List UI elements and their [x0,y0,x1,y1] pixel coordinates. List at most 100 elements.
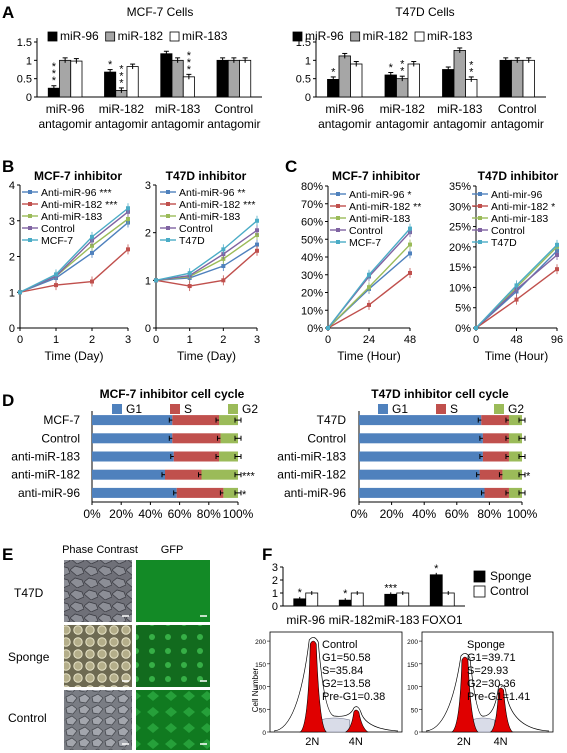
y-tick-label: 40% [301,252,323,264]
legend-label: G1 [126,402,142,416]
data-point [555,252,559,257]
legend-marker [478,204,482,208]
g1-peak [299,640,328,733]
x-tick-label: 3 [125,334,131,346]
category-label: MCF-7 [43,413,80,427]
x-tick-label: 3 [254,334,260,346]
x-tick-label: 40% [412,507,436,521]
legend-marker [478,192,482,196]
y-tick-label: 1 [9,287,15,299]
legend-label: Anti-mir-96 [491,189,543,201]
data-point [90,243,94,248]
y-axis-label: Cell Number [251,667,260,712]
significance-star: * [400,59,405,71]
legend-label: miR-182 [363,29,409,43]
bar [126,66,139,98]
bar-segment [92,487,177,498]
g2-peak [344,709,369,733]
y-tick-label: 2 [145,228,151,240]
bar-segment [219,415,238,426]
g2-peak [489,687,514,733]
bar-segment [165,469,202,480]
legend-swatch [436,404,446,414]
bar-segment [359,487,485,498]
x-category-label: miR-183 [374,613,420,627]
legend-marker [166,238,170,242]
data-point [90,234,94,239]
data-point [255,228,259,233]
bar-segment [172,433,221,444]
data-point [367,272,371,277]
bar [327,79,340,98]
legend-marker [28,226,32,230]
category-label: anti-miR-182 [277,468,346,482]
x-category-label: FOXO1 [422,613,463,627]
bar [239,59,252,98]
y-tick-label: 80% [301,181,323,193]
significance-star: * [187,64,192,76]
significance-star: * [526,471,531,483]
significance-star: * [469,66,474,78]
y-tick-label: 1 [272,588,278,600]
data-point [126,206,130,211]
bar [171,59,184,98]
category-label: anti-miR-183 [11,450,80,464]
data-point [126,216,130,221]
series-line [155,229,258,282]
data-point [255,218,259,223]
y-tick-label: 200 [407,639,418,646]
panel-letter-e: E [2,545,13,564]
data-point [187,284,192,289]
y-tick-label: 100 [407,685,418,692]
bar [407,63,420,98]
significance-star: *** [384,582,398,594]
legend-label: Control [41,223,75,235]
bar-segment [92,415,173,426]
y-tick-label: 1.5 [17,37,32,49]
micrograph-t47d-gfp [136,560,210,622]
data-point [126,247,130,252]
x-category-label: Control [215,102,254,116]
histogram-trace [273,637,399,732]
legend-label: Anti-mir-183 [491,213,548,225]
y-tick-label: 200 [255,639,266,646]
legend-marker [28,202,32,206]
legend-label: Anti-mir-182 * [491,201,555,213]
x-category-label: miR-182 [99,102,145,116]
significance-star: * [298,587,303,599]
y-tick-label: 2 [9,252,15,264]
x-tick-label: 96 [551,334,563,346]
data-point [408,226,412,231]
legend-label: miR-182 [118,29,164,43]
bar-segment [481,415,509,426]
bar [511,59,524,98]
legend-marker [336,216,340,220]
legend-marker [166,202,170,206]
significance-star: * [119,70,124,82]
x-category-label: antagomir [433,117,486,131]
category-label: Control [41,431,80,445]
y-tick-label: 35% [449,181,471,193]
category-label: anti-miR-96 [284,486,346,500]
bar-segment [220,433,238,444]
x-tick-label: 48 [404,334,416,346]
x-tick-label: 0% [350,507,368,521]
x-tick-label: 100% [507,507,538,521]
data-point [221,247,226,252]
x-axis-label: Time (Hour) [337,349,401,363]
y-tick-label: 0% [455,323,471,335]
legend-label: G1 [392,402,408,416]
sponge-stat: G1=39.71 [467,652,516,664]
bar [182,76,195,98]
chart-title: T47D Cells [395,5,454,19]
data-point [555,242,559,247]
micrograph-control-phase [64,690,132,750]
legend-label: Sponge [490,569,532,583]
data-point [514,283,519,288]
control-stat: G2=13.58 [322,678,371,690]
panel-e-row-t47d: T47D [14,586,44,600]
y-tick-label: 1 [26,55,32,67]
legend-marker [28,214,32,218]
data-point [255,242,259,247]
